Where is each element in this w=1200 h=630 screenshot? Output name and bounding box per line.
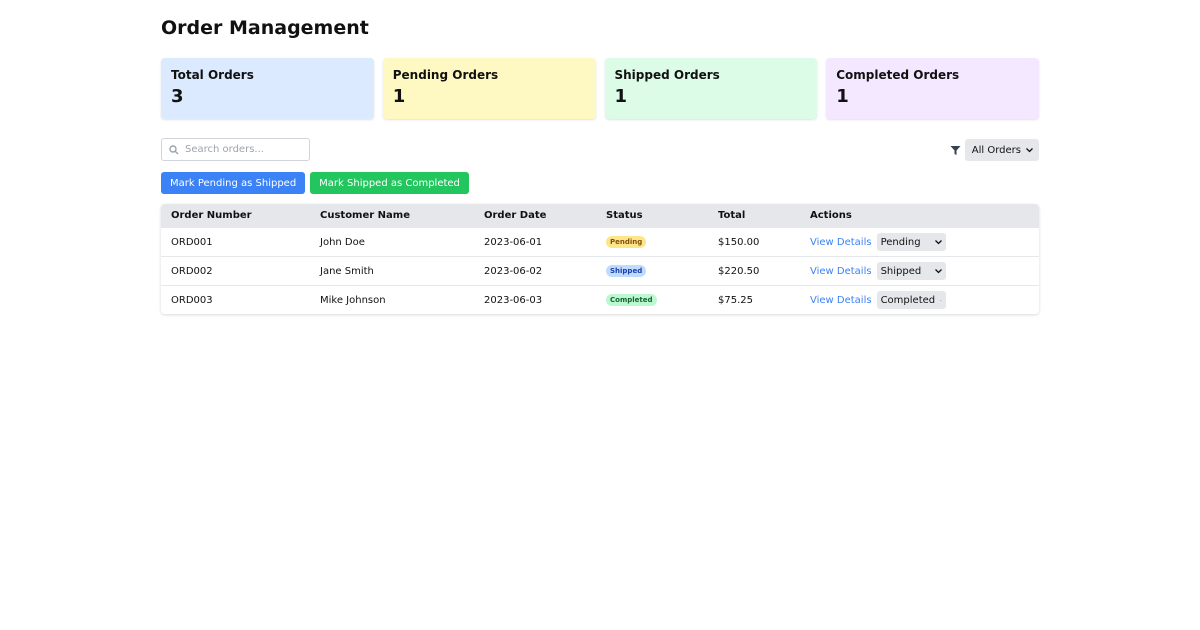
cell-date: 2023-06-02 [484, 265, 543, 277]
filter: All Orders [950, 139, 1039, 161]
cell-status: Pending [606, 228, 647, 256]
search-icon [169, 144, 179, 154]
status-badge: Shipped [606, 265, 647, 277]
search-placeholder: Search orders... [185, 144, 264, 155]
stat-value: 1 [836, 86, 849, 107]
status-select-value: Shipped [880, 265, 922, 277]
stat-card: Pending Orders 1 [382, 58, 596, 119]
bulk-actions: Mark Pending as Shipped Mark Shipped as … [161, 172, 469, 194]
cell-actions: View Details Shipped [810, 257, 946, 285]
column-header: Status [606, 210, 643, 221]
search-input[interactable]: Search orders... [161, 138, 310, 161]
cell-date: 2023-06-03 [484, 294, 543, 306]
filter-select[interactable]: All Orders [964, 139, 1039, 161]
filter-icon [950, 145, 961, 155]
view-details-link[interactable]: View Details [810, 236, 872, 248]
stat-label: Total Orders [171, 68, 254, 82]
chevron [934, 268, 942, 273]
stat-card: Shipped Orders 1 [604, 58, 818, 119]
stat-label: Shipped Orders [614, 68, 720, 82]
status-badge: Completed [606, 294, 657, 306]
cell-status: Shipped [606, 257, 647, 285]
cell-order: ORD003 [171, 294, 213, 306]
view-details-link[interactable]: View Details [810, 294, 872, 306]
stat-card: Completed Orders 1 [826, 58, 1039, 119]
cell-total: $220.50 [718, 265, 760, 277]
status-select[interactable]: Pending [876, 233, 946, 251]
table-row: ORD002 Jane Smith 2023-06-02 Shipped $220.50… [161, 256, 1039, 285]
filter-value: All Orders [971, 144, 1021, 156]
cell-status: Completed [606, 286, 657, 314]
status-select-value: Completed [880, 294, 936, 306]
page-title: Order Management [161, 17, 369, 39]
cell-customer: John Doe [320, 236, 365, 248]
cell-total: $75.25 [718, 294, 753, 306]
column-header: Customer Name [320, 210, 410, 221]
orders-table: Order Number Customer Name Order Date Statu… [161, 204, 1039, 314]
status-select[interactable]: Shipped [876, 262, 946, 280]
table-header: Order Number Customer Name Order Date Statu… [161, 204, 1039, 227]
cell-order: ORD001 [171, 236, 213, 248]
stat-value: 3 [171, 86, 184, 107]
status-select-value: Pending [880, 236, 921, 248]
cell-customer: Jane Smith [320, 265, 374, 277]
button[interactable]: Mark Shipped as Completed [310, 172, 469, 194]
column-header: Total [718, 210, 746, 221]
cell-date: 2023-06-01 [484, 236, 543, 248]
column-header: Order Number [171, 210, 252, 221]
cell-customer: Mike Johnson [320, 294, 386, 306]
cell-total: $150.00 [718, 236, 760, 248]
stat-cards: Total Orders 3 Pending Orders 1 Shipped Orde… [161, 58, 1039, 119]
cell-order: ORD002 [171, 265, 213, 277]
table-row: ORD001 John Doe 2023-06-01 Pending $150.00 Vi… [161, 227, 1039, 256]
table-row: ORD003 Mike Johnson 2023-06-03 Completed $75… [161, 285, 1039, 314]
stat-card: Total Orders 3 [161, 58, 374, 119]
column-header: Actions [810, 210, 852, 221]
chevron [1026, 147, 1033, 152]
cell-actions: View Details Pending [810, 228, 946, 256]
status-badge: Pending [606, 236, 647, 248]
stat-value: 1 [392, 86, 406, 107]
stat-label: Completed Orders [836, 68, 960, 82]
stat-label: Pending Orders [392, 68, 499, 82]
button[interactable]: Mark Pending as Shipped [161, 172, 306, 194]
chevron [940, 299, 942, 301]
column-header: Order Date [484, 210, 547, 221]
status-select[interactable]: Completed [876, 291, 946, 309]
view-details-link[interactable]: View Details [810, 265, 872, 277]
chevron [934, 239, 942, 244]
stat-value: 1 [614, 86, 628, 107]
cell-actions: View Details Completed [810, 286, 946, 314]
